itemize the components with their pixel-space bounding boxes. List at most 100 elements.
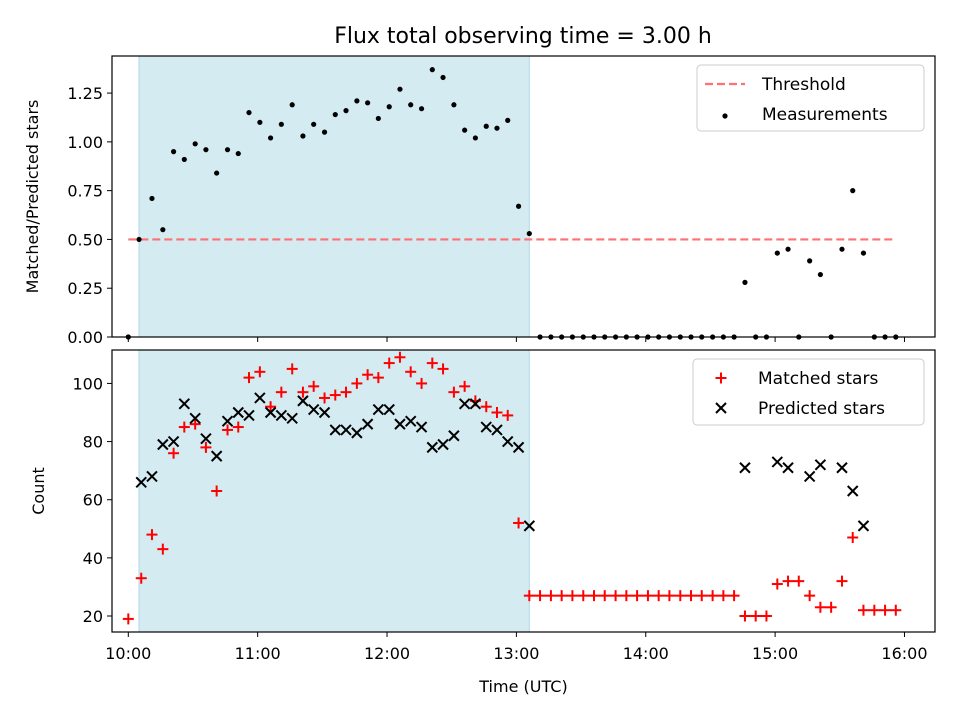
predicted-star-point <box>297 395 309 407</box>
matched-star-point <box>426 357 438 369</box>
measurement-point <box>418 106 425 112</box>
measurement-point <box>505 117 511 123</box>
matched-star-point <box>696 590 708 602</box>
matched-star-point <box>782 575 794 587</box>
matched-star-point <box>674 590 686 602</box>
x-tick-label: 11:00 <box>235 644 281 663</box>
matched-star-point <box>480 401 492 413</box>
measurement-point <box>397 86 403 92</box>
x-tick-label: 10:00 <box>105 644 151 663</box>
matched-star-point <box>577 590 589 602</box>
predicted-star-point <box>469 398 482 410</box>
ratio-panel-x-ticks <box>127 337 905 342</box>
predicted-star-point <box>275 409 288 422</box>
predicted-star-point <box>448 430 460 442</box>
measurement-point <box>235 150 241 157</box>
y-tick-label: 100 <box>72 374 103 393</box>
measurement-point <box>817 271 823 278</box>
predicted-star-point <box>221 415 234 427</box>
matched-star-point <box>168 447 180 459</box>
predicted-star-point <box>361 418 374 430</box>
measurement-point <box>483 123 489 129</box>
matched-star-point <box>825 601 837 613</box>
measurement-point <box>494 125 500 131</box>
predicted-star-point <box>254 392 266 404</box>
predicted-star-point <box>491 424 503 436</box>
y-tick-label: 1.00 <box>67 133 103 152</box>
matched-star-point <box>265 401 277 413</box>
measurement-point <box>203 147 209 153</box>
x-tick-label: 16:00 <box>881 644 927 663</box>
matched-star-point <box>491 407 503 419</box>
measurement-point <box>289 102 295 108</box>
matched-star-point <box>653 590 665 602</box>
measurement-point <box>278 121 284 127</box>
ratio-panel-y-label: Matched/Predicted stars <box>23 100 42 294</box>
measurement-point <box>386 104 392 110</box>
measurement-point <box>839 246 845 252</box>
matched-star-point <box>566 590 578 602</box>
measurement-point <box>462 127 468 133</box>
measurement-point <box>192 141 198 147</box>
matched-star-point <box>189 418 201 430</box>
legend-label: Predicted stars <box>758 399 885 419</box>
measurement-point <box>149 195 155 202</box>
matched-star-point <box>771 578 783 590</box>
predicted-star-point <box>383 403 395 416</box>
predicted-star-point <box>404 415 417 427</box>
count-panel-legend: Matched stars Predicted stars <box>692 358 925 426</box>
matched-star-point <box>122 613 134 625</box>
y-tick-label: 1.25 <box>67 84 103 103</box>
matched-star-point <box>459 380 471 392</box>
measurement-point <box>472 135 478 141</box>
measurement-point <box>246 109 252 116</box>
matched-star-point <box>610 590 622 602</box>
count-panel-marks <box>122 351 902 625</box>
x-tick-label: 15:00 <box>752 644 798 663</box>
predicted-star-point <box>836 462 848 474</box>
legend-measurement-swatch <box>722 113 728 119</box>
matched-star-point <box>642 590 654 602</box>
predicted-star-point <box>210 450 223 462</box>
ratio-panel: 0.00 0.25 0.50 0.75 1.00 1.25 Matched/Predict… <box>23 55 936 347</box>
predicted-star-point <box>480 421 492 433</box>
predicted-star-point <box>771 456 784 468</box>
y-tick-label: 80 <box>83 433 103 452</box>
matched-star-point <box>804 590 816 602</box>
measurement-point <box>332 111 338 118</box>
measurement-point <box>267 135 274 141</box>
matched-star-point <box>200 441 212 453</box>
y-tick-label: 20 <box>83 607 103 626</box>
matched-star-point <box>750 610 762 622</box>
measurement-point <box>181 156 187 163</box>
ratio-panel-shaded-interval <box>138 55 530 338</box>
matched-star-point <box>437 363 449 375</box>
matched-star-point <box>340 386 352 398</box>
measurement-point <box>526 230 532 237</box>
legend-label: Threshold <box>761 75 846 95</box>
chart-title: Flux total observing time = 3.00 h <box>334 24 712 49</box>
measurement-point <box>451 102 457 108</box>
matched-star-point <box>631 590 643 602</box>
measurement-point <box>850 188 856 194</box>
matched-star-point <box>728 590 740 602</box>
count-panel-x-label: Time (UTC) <box>478 677 567 696</box>
matched-star-point <box>448 386 460 398</box>
y-tick-label: 0.50 <box>67 230 103 249</box>
measurement-point <box>860 250 867 256</box>
matched-star-point <box>588 590 600 602</box>
predicted-star-point <box>318 406 331 419</box>
matched-star-point <box>254 366 266 378</box>
matched-star-point <box>760 610 772 622</box>
matched-star-point <box>157 543 169 555</box>
y-tick-label: 0.25 <box>67 279 103 298</box>
matched-star-point <box>319 392 331 404</box>
matched-star-point <box>534 590 546 602</box>
ratio-panel-y-ticks: 0.00 0.25 0.50 0.75 1.00 1.25 <box>67 84 112 347</box>
legend-predicted-swatch <box>715 402 727 414</box>
x-tick-label: 13:00 <box>493 644 539 663</box>
ratio-panel-legend: Threshold Measurements <box>696 64 925 132</box>
matched-star-point <box>297 386 309 398</box>
matched-star-point <box>556 590 568 602</box>
